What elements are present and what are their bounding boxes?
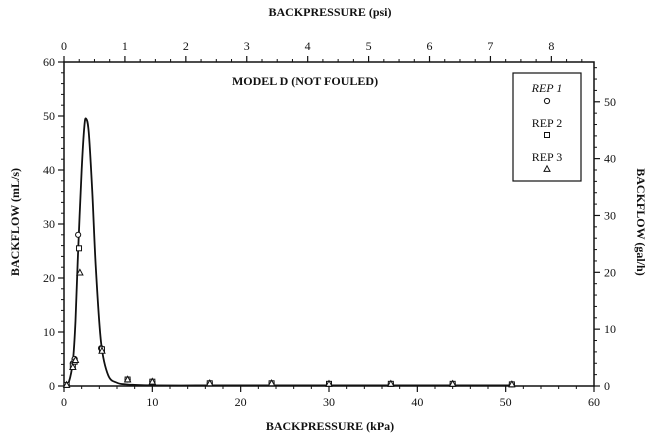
data-point-triangle	[267, 379, 276, 387]
data-point-triangle	[148, 377, 157, 385]
chart-title: MODEL D (NOT FOULED)	[232, 74, 378, 88]
x-tick-label: 10	[146, 395, 158, 409]
legend-label-rep-3: REP 3	[532, 150, 563, 164]
y-axis-title-right: BACKFLOW (gal/h)	[634, 168, 648, 275]
y-tick-label: 30	[43, 217, 55, 231]
y2-tick-label: 30	[604, 208, 616, 222]
x-axis-title-bottom: BACKPRESSURE (kPa)	[266, 419, 394, 433]
x2-tick-label: 4	[305, 39, 311, 53]
y2-tick-label: 20	[604, 265, 616, 279]
data-point-circle	[75, 231, 82, 238]
y-axis-title-left: BACKFLOW (mL/s)	[8, 168, 22, 276]
y-tick-label: 50	[43, 109, 55, 123]
x-axis-title-top: BACKPRESSURE (psi)	[268, 5, 391, 19]
x2-tick-label: 2	[183, 39, 189, 53]
y-tick-label: 0	[49, 379, 55, 393]
data-point-triangle	[123, 375, 132, 383]
y-tick-label: 60	[43, 55, 55, 69]
x2-tick-label: 1	[122, 39, 128, 53]
data-point-triangle	[98, 346, 106, 354]
data-point-triangle	[62, 380, 71, 388]
legend-label-rep-1: REP 1	[531, 81, 563, 95]
legend: REP 1 REP 2 REP 3	[512, 72, 582, 182]
data-point-triangle	[386, 379, 395, 387]
x2-tick-label: 5	[366, 39, 372, 53]
x-tick-label: 60	[588, 395, 600, 409]
x-tick-label: 20	[235, 395, 247, 409]
y2-tick-label: 10	[604, 322, 616, 336]
x-tick-label: 40	[411, 395, 423, 409]
data-point-triangle	[71, 355, 80, 363]
y-tick-label: 20	[43, 271, 55, 285]
x-tick-label: 0	[61, 395, 67, 409]
x2-tick-label: 7	[487, 39, 493, 53]
x2-tick-label: 6	[427, 39, 433, 53]
x-tick-label: 30	[323, 395, 335, 409]
data-point-triangle	[76, 268, 84, 276]
x-tick-label: 50	[500, 395, 512, 409]
data-point-square	[76, 245, 83, 252]
y2-tick-label: 40	[604, 152, 616, 166]
x2-tick-label: 0	[61, 39, 67, 53]
fit-curve	[63, 117, 515, 387]
legend-marker-square	[544, 132, 550, 138]
legend-label-rep-2: REP 2	[532, 116, 563, 130]
data-point-triangle	[68, 362, 77, 370]
legend-marker-triangle	[543, 164, 551, 172]
x2-tick-label: 3	[244, 39, 250, 53]
y2-tick-label: 50	[604, 95, 616, 109]
y-tick-label: 40	[43, 163, 55, 177]
legend-box	[512, 72, 582, 182]
y2-tick-label: 0	[604, 379, 610, 393]
data-point-triangle	[508, 380, 516, 388]
x2-tick-label: 8	[548, 39, 554, 53]
data-point-triangle	[448, 379, 457, 387]
data-point-triangle	[205, 379, 214, 387]
legend-marker-circle	[543, 97, 551, 105]
y-tick-label: 10	[43, 325, 55, 339]
data-point-triangle	[325, 379, 333, 387]
